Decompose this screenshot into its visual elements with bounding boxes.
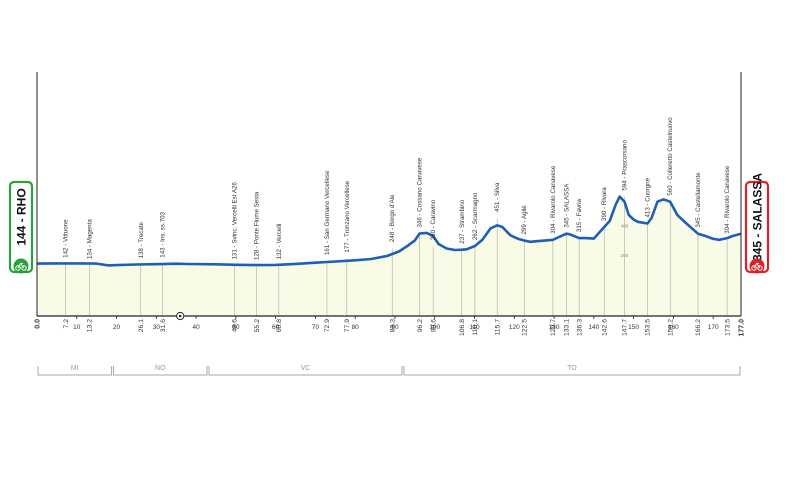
town-km-label: 96.2 bbox=[417, 319, 424, 332]
town-label: 177 - Tronzano Vercellese bbox=[344, 180, 351, 252]
elevation-scale-label: 200 bbox=[621, 253, 629, 258]
start-km-label: 0.0 bbox=[35, 319, 42, 329]
town-km-label: 110.1 bbox=[472, 319, 479, 336]
town-label: 128 - Ponte Fiume Sesia bbox=[254, 191, 261, 260]
town-label: 560 - Colleretto Castelnuovo bbox=[667, 117, 674, 196]
town-label: 248 - Borgo d'Ale bbox=[389, 194, 396, 242]
x-axis-tick-label: 130 bbox=[549, 324, 560, 331]
region-label: VC bbox=[301, 365, 311, 372]
x-axis-tick-label: 30 bbox=[153, 324, 161, 331]
bicycle-frame bbox=[753, 262, 761, 269]
town-km-label: 147.7 bbox=[622, 319, 629, 336]
x-axis-tick-label: 150 bbox=[628, 324, 639, 331]
region-label: TO bbox=[567, 365, 577, 372]
town-label: 345 - Castellamonte bbox=[695, 172, 702, 228]
town-km-label: 99.6 bbox=[430, 319, 437, 332]
region-bracket bbox=[208, 366, 403, 376]
region-label: NO bbox=[155, 365, 166, 372]
x-axis-tick-label: 10 bbox=[73, 324, 81, 331]
ascent-marker-dot bbox=[178, 314, 182, 318]
x-axis-tick-label: 140 bbox=[588, 324, 599, 331]
town-km-label: 55.2 bbox=[254, 319, 261, 332]
x-axis-tick-label: 110 bbox=[469, 324, 480, 331]
town-label: 413 - Cuorgnè bbox=[645, 177, 652, 217]
town-km-label: 72.9 bbox=[324, 319, 331, 332]
x-axis-tick-label: 20 bbox=[113, 324, 121, 331]
town-km-label: 89.3 bbox=[389, 319, 396, 332]
start-bicycle-icon bbox=[13, 258, 29, 274]
town-km-label: 159.2 bbox=[667, 319, 674, 336]
town-km-label: 115.7 bbox=[494, 319, 501, 336]
town-label: 132 - Vercelli bbox=[276, 224, 283, 260]
town-label: 346 - Cossano Canavese bbox=[417, 157, 424, 227]
x-axis-tick-label: 90 bbox=[391, 324, 399, 331]
town-km-label: 133.1 bbox=[564, 319, 571, 336]
town-km-label: 129.7 bbox=[550, 319, 557, 336]
start-badge-label: 144 - RHO bbox=[15, 188, 29, 245]
town-km-label: 31.6 bbox=[160, 319, 167, 332]
town-label: 161 - San Germano Vercellese bbox=[324, 170, 331, 255]
town-km-label: 166.2 bbox=[695, 319, 702, 336]
town-km-label: 106.8 bbox=[459, 319, 466, 336]
bicycle-wheel-right bbox=[21, 265, 27, 271]
bicycle-wheel-right bbox=[757, 265, 763, 271]
town-km-label: 7.2 bbox=[63, 319, 70, 329]
town-label: 304 - Rivarolo Canavese bbox=[550, 165, 557, 234]
x-axis-tick-label: 80 bbox=[352, 324, 360, 331]
town-label: 594 - Prascorsano bbox=[621, 139, 628, 190]
x-axis-tick-label: 40 bbox=[192, 324, 200, 331]
town-km-label: 49.6 bbox=[231, 319, 238, 332]
region-label: MI bbox=[71, 365, 79, 372]
town-km-label: 142.6 bbox=[601, 319, 608, 336]
town-label: 237 - Strambino bbox=[459, 199, 466, 244]
x-axis-tick-label: 160 bbox=[668, 324, 679, 331]
town-km-label: 60.8 bbox=[276, 319, 283, 332]
town-label: 131 - Svinc. Vercelli Est A26 bbox=[231, 182, 238, 260]
town-label: 451 - Silva bbox=[494, 182, 501, 212]
town-km-label: 136.3 bbox=[576, 319, 583, 336]
x-axis-tick-label: 50 bbox=[232, 324, 240, 331]
town-label: 260 - Caravino bbox=[430, 199, 437, 240]
town-km-label: 122.5 bbox=[521, 319, 528, 336]
town-label: 143 - Ins. ss.703 bbox=[160, 211, 167, 257]
town-label: 138 - Trecate bbox=[138, 221, 145, 258]
x-axis-tick-label: 100 bbox=[429, 324, 440, 331]
town-label: 299 - Agliè bbox=[521, 205, 528, 235]
x-axis-tick-label: 60 bbox=[272, 324, 280, 331]
town-label: 345 - SALASSA bbox=[563, 183, 570, 228]
town-km-label: 77.9 bbox=[344, 319, 351, 332]
bicycle-wheel-left bbox=[15, 265, 21, 271]
finish-badge-label: 345 - SALASSA bbox=[751, 173, 765, 261]
finish-km-label: 177.0 bbox=[739, 319, 746, 337]
town-label: 390 - Rivara bbox=[601, 187, 608, 221]
town-km-label: 173.5 bbox=[724, 319, 731, 336]
region-bracket bbox=[113, 366, 208, 376]
town-km-label: 153.5 bbox=[645, 319, 652, 336]
x-axis-tick-label: 70 bbox=[312, 324, 320, 331]
finish-bicycle-icon bbox=[749, 258, 765, 274]
x-axis-tick-label: 120 bbox=[509, 324, 520, 331]
bicycle-wheel-left bbox=[751, 265, 757, 271]
region-bracket bbox=[403, 366, 741, 376]
town-label: 134 - Magenta bbox=[87, 219, 94, 259]
town-km-label: 13.2 bbox=[87, 319, 94, 332]
town-label: 142 - Vittuone bbox=[63, 219, 70, 258]
town-label: 304 - Rivarolo Canavese bbox=[724, 165, 731, 234]
town-label: 315 - Favria bbox=[576, 199, 583, 233]
town-label: 262 - Scarmagno bbox=[472, 192, 479, 240]
town-km-label: 26.1 bbox=[138, 319, 145, 332]
elevation-profile-line bbox=[36, 195, 742, 267]
region-bracket bbox=[37, 366, 113, 376]
elevation-scale-label: 400 bbox=[621, 223, 629, 228]
bicycle-frame bbox=[17, 262, 25, 269]
x-axis-tick-label: 170 bbox=[708, 324, 719, 331]
